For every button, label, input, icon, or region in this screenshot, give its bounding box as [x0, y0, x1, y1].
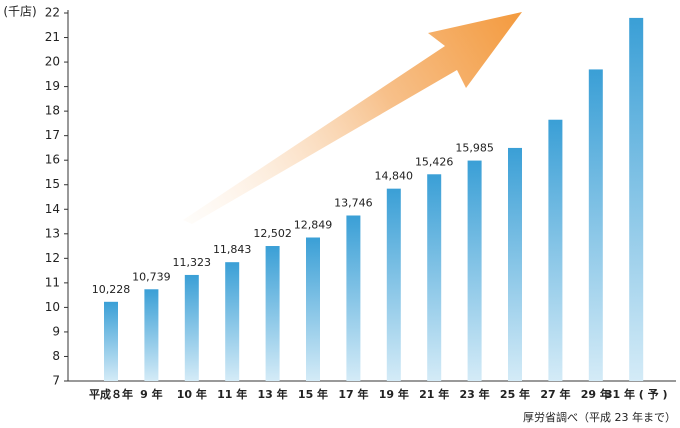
bar: [225, 262, 240, 381]
data-label: 10,228: [92, 283, 131, 296]
data-label: 11,843: [213, 243, 252, 256]
y-tick-label: 19: [45, 79, 60, 93]
bar: [467, 160, 482, 381]
y-tick-label: 17: [45, 128, 60, 142]
x-tick-label: 25 年: [500, 387, 530, 401]
data-label: 15,426: [415, 155, 454, 168]
bar: [184, 274, 199, 381]
y-tick-label: 11: [45, 275, 60, 289]
bar: [265, 246, 280, 381]
bar: [346, 215, 361, 381]
data-label: 11,323: [173, 256, 212, 269]
y-tick-label: 13: [45, 226, 60, 240]
trend-arrow: [183, 12, 522, 224]
x-tick-label: 23 年: [460, 387, 490, 401]
bar: [386, 188, 401, 381]
x-tick-label: 27 年: [540, 387, 570, 401]
bar: [104, 301, 118, 381]
y-tick-label: 10: [45, 300, 60, 314]
y-tick-label: 15: [45, 177, 60, 191]
y-tick-label: 7: [52, 374, 60, 388]
data-label: 15,985: [455, 142, 494, 155]
bar: [427, 174, 442, 381]
y-axis-unit: (千店): [3, 5, 36, 19]
bar: [629, 17, 644, 381]
x-tick-label: 15 年: [298, 387, 328, 401]
source-note: 厚労省調べ（平成 23 年まで）: [523, 410, 676, 424]
data-label: 12,849: [294, 219, 333, 232]
x-tick-label: 9 年: [140, 387, 162, 401]
y-tick-label: 18: [45, 104, 60, 118]
data-label: 12,502: [253, 227, 292, 240]
bar: [508, 147, 522, 381]
x-tick-label: 平成８年: [89, 387, 133, 401]
x-tick-label: 10 年: [177, 387, 207, 401]
x-tick-label: 13 年: [258, 387, 288, 401]
y-tick-label: 9: [52, 324, 60, 338]
y-tick-label: 8: [52, 349, 60, 363]
x-tick-label: 17 年: [338, 387, 368, 401]
y-tick-label: 20: [45, 55, 60, 69]
bar: [306, 237, 320, 381]
x-tick-label: 21 年: [419, 387, 449, 401]
y-tick-label: 16: [45, 153, 60, 167]
x-tick-label: 31 年 ( 予 ): [605, 387, 668, 401]
x-tick-label: 29 年: [581, 387, 611, 401]
y-tick-label: 22: [45, 6, 60, 20]
y-tick-label: 14: [45, 202, 60, 216]
y-tick-label: 21: [45, 30, 60, 44]
data-label: 13,746: [334, 196, 373, 209]
bar: [144, 289, 159, 381]
x-tick-label: 19 年: [379, 387, 409, 401]
x-tick-label: 11 年: [217, 387, 247, 401]
data-label: 14,840: [375, 170, 414, 183]
bar: [588, 69, 603, 381]
bar: [548, 119, 563, 381]
y-tick-label: 12: [45, 251, 60, 265]
data-label: 10,739: [132, 270, 171, 283]
